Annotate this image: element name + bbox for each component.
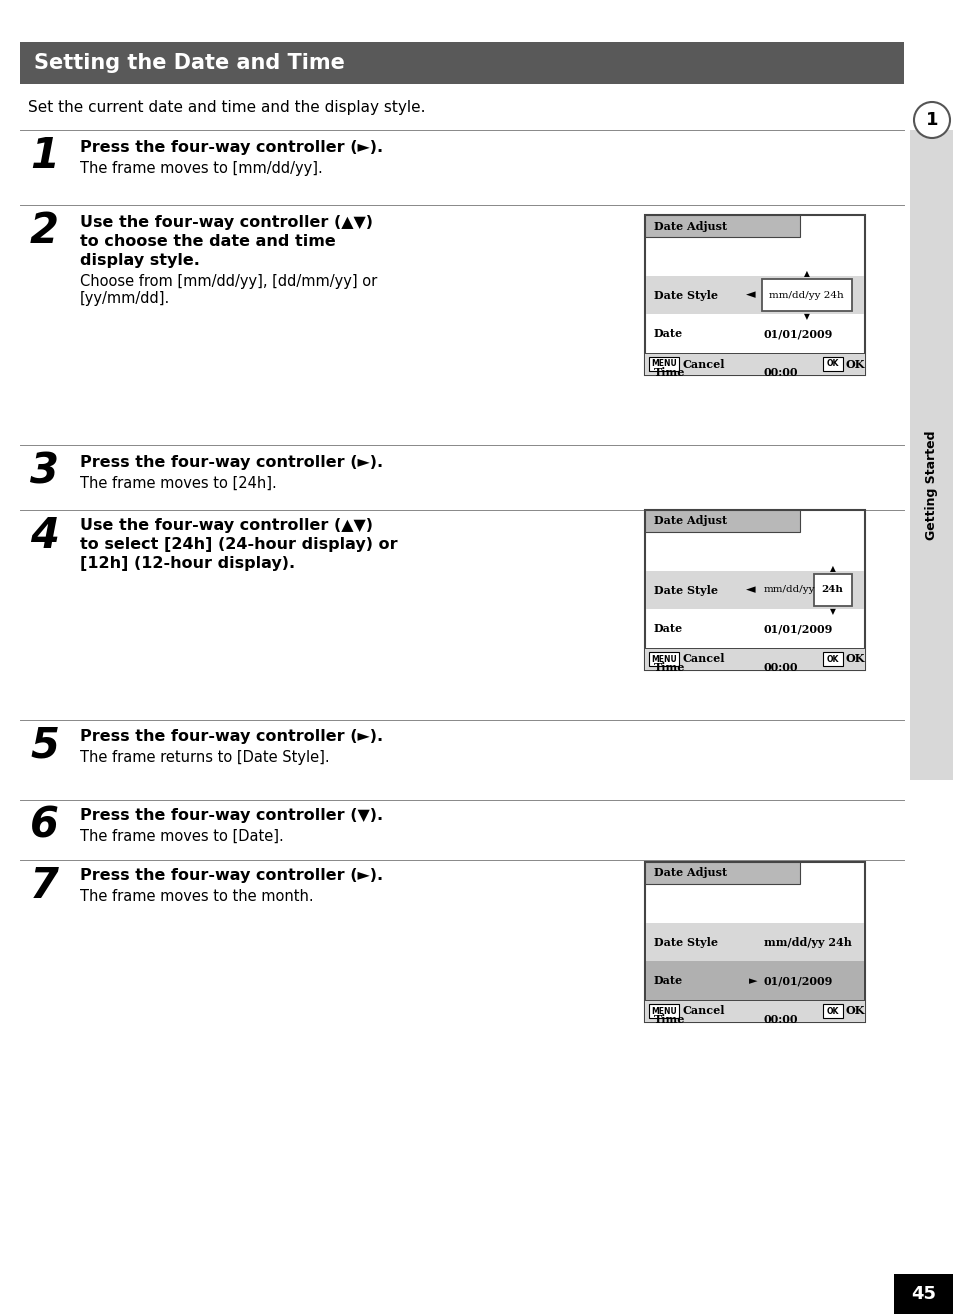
Text: 00:00: 00:00 <box>762 1014 798 1025</box>
Text: ▲: ▲ <box>802 268 809 277</box>
Text: Time: Time <box>654 1014 684 1025</box>
Bar <box>644 353 864 374</box>
Text: Date: Date <box>654 975 682 987</box>
Text: Press the four-way controller (►).: Press the four-way controller (►). <box>80 455 383 470</box>
Text: The frame returns to [Date Style].: The frame returns to [Date Style]. <box>80 750 330 765</box>
Text: Date Style: Date Style <box>654 289 718 301</box>
Text: 01/01/2009: 01/01/2009 <box>762 975 832 987</box>
Text: Date Style: Date Style <box>654 585 718 595</box>
Text: 01/01/2009: 01/01/2009 <box>762 328 832 339</box>
Text: Press the four-way controller (►).: Press the four-way controller (►). <box>80 141 383 155</box>
Text: [yy/mm/dd].: [yy/mm/dd]. <box>80 290 170 306</box>
Bar <box>645 276 863 314</box>
Text: 1: 1 <box>924 110 937 129</box>
Text: 7: 7 <box>30 865 59 907</box>
Bar <box>645 922 863 962</box>
Text: 01/01/2009: 01/01/2009 <box>762 623 832 635</box>
Text: to select [24h] (24-hour display) or: to select [24h] (24-hour display) or <box>80 537 397 552</box>
Text: 5: 5 <box>30 725 59 767</box>
Bar <box>813 574 851 606</box>
Bar <box>822 652 842 666</box>
Bar <box>645 962 863 1000</box>
Circle shape <box>913 102 949 138</box>
Bar <box>644 648 864 670</box>
Text: 4: 4 <box>30 515 59 557</box>
Text: Set the current date and time and the display style.: Set the current date and time and the di… <box>28 100 425 116</box>
Text: Getting Started: Getting Started <box>924 430 938 540</box>
Bar <box>20 42 903 84</box>
Text: Use the four-way controller (▲▼): Use the four-way controller (▲▼) <box>80 215 373 230</box>
Bar <box>644 510 800 532</box>
Bar <box>648 1004 679 1018</box>
Text: Cancel: Cancel <box>682 653 724 665</box>
Bar <box>644 215 864 374</box>
Text: ▲: ▲ <box>829 564 835 573</box>
Text: Use the four-way controller (▲▼): Use the four-way controller (▲▼) <box>80 518 373 533</box>
Text: 1: 1 <box>30 135 59 177</box>
Text: MENU: MENU <box>651 654 677 664</box>
Text: Date Adjust: Date Adjust <box>654 221 726 231</box>
Text: [12h] (12-hour display).: [12h] (12-hour display). <box>80 556 294 572</box>
Text: 45: 45 <box>910 1285 936 1303</box>
Bar <box>822 1004 842 1018</box>
Text: Setting the Date and Time: Setting the Date and Time <box>34 53 345 74</box>
Text: Date: Date <box>654 328 682 339</box>
Text: ◄: ◄ <box>745 289 755 301</box>
Bar <box>644 215 800 237</box>
Bar <box>909 130 953 781</box>
Text: Time: Time <box>654 367 684 378</box>
Text: Date: Date <box>654 623 682 635</box>
Text: Choose from [mm/dd/yy], [dd/mm/yy] or: Choose from [mm/dd/yy], [dd/mm/yy] or <box>80 275 376 289</box>
Text: Cancel: Cancel <box>682 1005 724 1017</box>
Text: Cancel: Cancel <box>682 359 724 369</box>
Text: Date Adjust: Date Adjust <box>654 515 726 527</box>
Text: The frame moves to [Date].: The frame moves to [Date]. <box>80 829 283 844</box>
Text: Date Adjust: Date Adjust <box>654 867 726 879</box>
Text: OK: OK <box>826 1007 839 1016</box>
Text: mm/dd/yy 24h: mm/dd/yy 24h <box>768 290 843 300</box>
Text: 3: 3 <box>30 449 59 491</box>
Bar <box>648 652 679 666</box>
Text: ◄: ◄ <box>745 583 755 597</box>
Text: The frame moves to [mm/dd/yy].: The frame moves to [mm/dd/yy]. <box>80 162 322 176</box>
Text: OK: OK <box>826 360 839 368</box>
Bar <box>644 862 800 884</box>
Text: OK: OK <box>845 1005 864 1017</box>
Text: Time: Time <box>654 662 684 673</box>
Bar <box>645 570 863 610</box>
Text: 24h: 24h <box>821 586 842 594</box>
Text: Press the four-way controller (►).: Press the four-way controller (►). <box>80 729 383 744</box>
Text: MENU: MENU <box>651 360 677 368</box>
Text: 6: 6 <box>30 805 59 848</box>
Text: ▼: ▼ <box>802 313 809 322</box>
Bar <box>644 510 864 670</box>
Text: Press the four-way controller (►).: Press the four-way controller (►). <box>80 869 383 883</box>
Text: MENU: MENU <box>651 1007 677 1016</box>
Text: display style.: display style. <box>80 254 200 268</box>
Bar <box>822 357 842 371</box>
Text: OK: OK <box>826 654 839 664</box>
Text: 00:00: 00:00 <box>762 367 798 378</box>
Bar <box>644 862 864 1022</box>
Text: Press the four-way controller (▼).: Press the four-way controller (▼). <box>80 808 383 823</box>
Text: ►: ► <box>748 976 757 986</box>
Text: ▼: ▼ <box>829 607 835 616</box>
Text: to choose the date and time: to choose the date and time <box>80 234 335 248</box>
Bar <box>893 1275 953 1314</box>
Bar <box>644 1000 864 1022</box>
Text: The frame moves to the month.: The frame moves to the month. <box>80 890 314 904</box>
Text: Date Style: Date Style <box>654 937 718 947</box>
Text: 00:00: 00:00 <box>762 662 798 673</box>
Bar <box>648 357 679 371</box>
Text: OK: OK <box>845 359 864 369</box>
Text: The frame moves to [24h].: The frame moves to [24h]. <box>80 476 276 491</box>
Text: mm/dd/yy 24h: mm/dd/yy 24h <box>762 937 851 947</box>
Text: mm/dd/yy: mm/dd/yy <box>762 586 814 594</box>
Text: 2: 2 <box>30 210 59 252</box>
Text: OK: OK <box>845 653 864 665</box>
Bar <box>760 279 851 311</box>
